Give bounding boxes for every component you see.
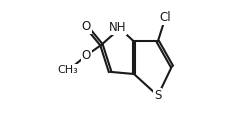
Text: O: O <box>81 20 90 33</box>
Text: CH₃: CH₃ <box>57 65 78 75</box>
Text: Cl: Cl <box>159 11 170 24</box>
Text: S: S <box>153 89 161 102</box>
Text: NH: NH <box>109 21 126 34</box>
Text: O: O <box>81 49 90 62</box>
